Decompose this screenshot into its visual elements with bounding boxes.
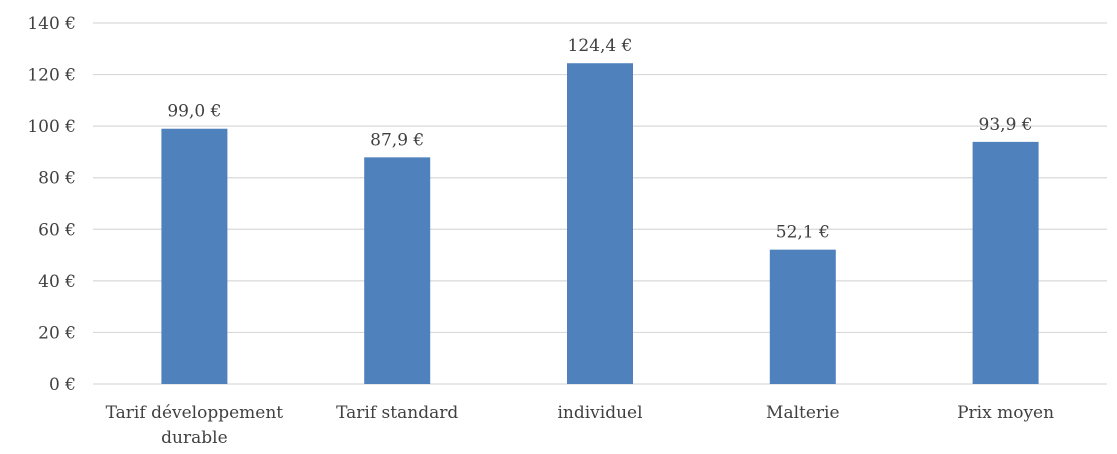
y-tick-label: 140 € <box>27 14 76 34</box>
bars <box>161 63 1039 385</box>
x-category-label-line: Tarif standard <box>336 403 458 423</box>
x-category-label: Malterie <box>766 403 840 423</box>
x-axis-categories: Tarif développement durable Tarif standard… <box>106 403 1054 448</box>
x-category-label: Tarif développement durable <box>106 403 284 448</box>
bar <box>567 63 633 385</box>
x-category-label-line: Malterie <box>766 403 840 423</box>
y-tick-label: 60 € <box>38 220 76 240</box>
x-category-label: Tarif standard <box>336 403 458 423</box>
data-labels: 99,0 € 87,9 € 124,4 € 52,1 € 93,9 € <box>167 36 1032 242</box>
x-category-label-line: individuel <box>557 403 642 423</box>
y-tick-label: 100 € <box>27 117 76 137</box>
x-category-label-line: Prix moyen <box>957 403 1054 423</box>
data-label: 99,0 € <box>167 102 221 122</box>
bar <box>769 249 836 384</box>
bar <box>364 157 431 384</box>
data-label: 52,1 € <box>776 223 830 243</box>
x-category-label-line: durable <box>161 428 227 448</box>
y-tick-label: 120 € <box>27 66 76 86</box>
x-category-label-line: Tarif développement <box>106 403 284 423</box>
y-tick-label: 40 € <box>38 272 76 292</box>
data-label: 87,9 € <box>370 130 424 150</box>
data-label: 124,4 € <box>568 36 633 56</box>
y-tick-label: 20 € <box>38 323 76 343</box>
data-label: 93,9 € <box>979 115 1033 135</box>
bar <box>972 141 1039 384</box>
x-category-label: Prix moyen <box>957 403 1054 423</box>
x-category-label: individuel <box>557 403 642 423</box>
bar <box>161 128 228 384</box>
y-tick-label: 0 € <box>49 375 76 395</box>
y-axis-ticks: 0 € 20 € 40 € 60 € 80 € 100 € 120 € 140 € <box>27 14 76 395</box>
y-tick-label: 80 € <box>38 169 76 189</box>
